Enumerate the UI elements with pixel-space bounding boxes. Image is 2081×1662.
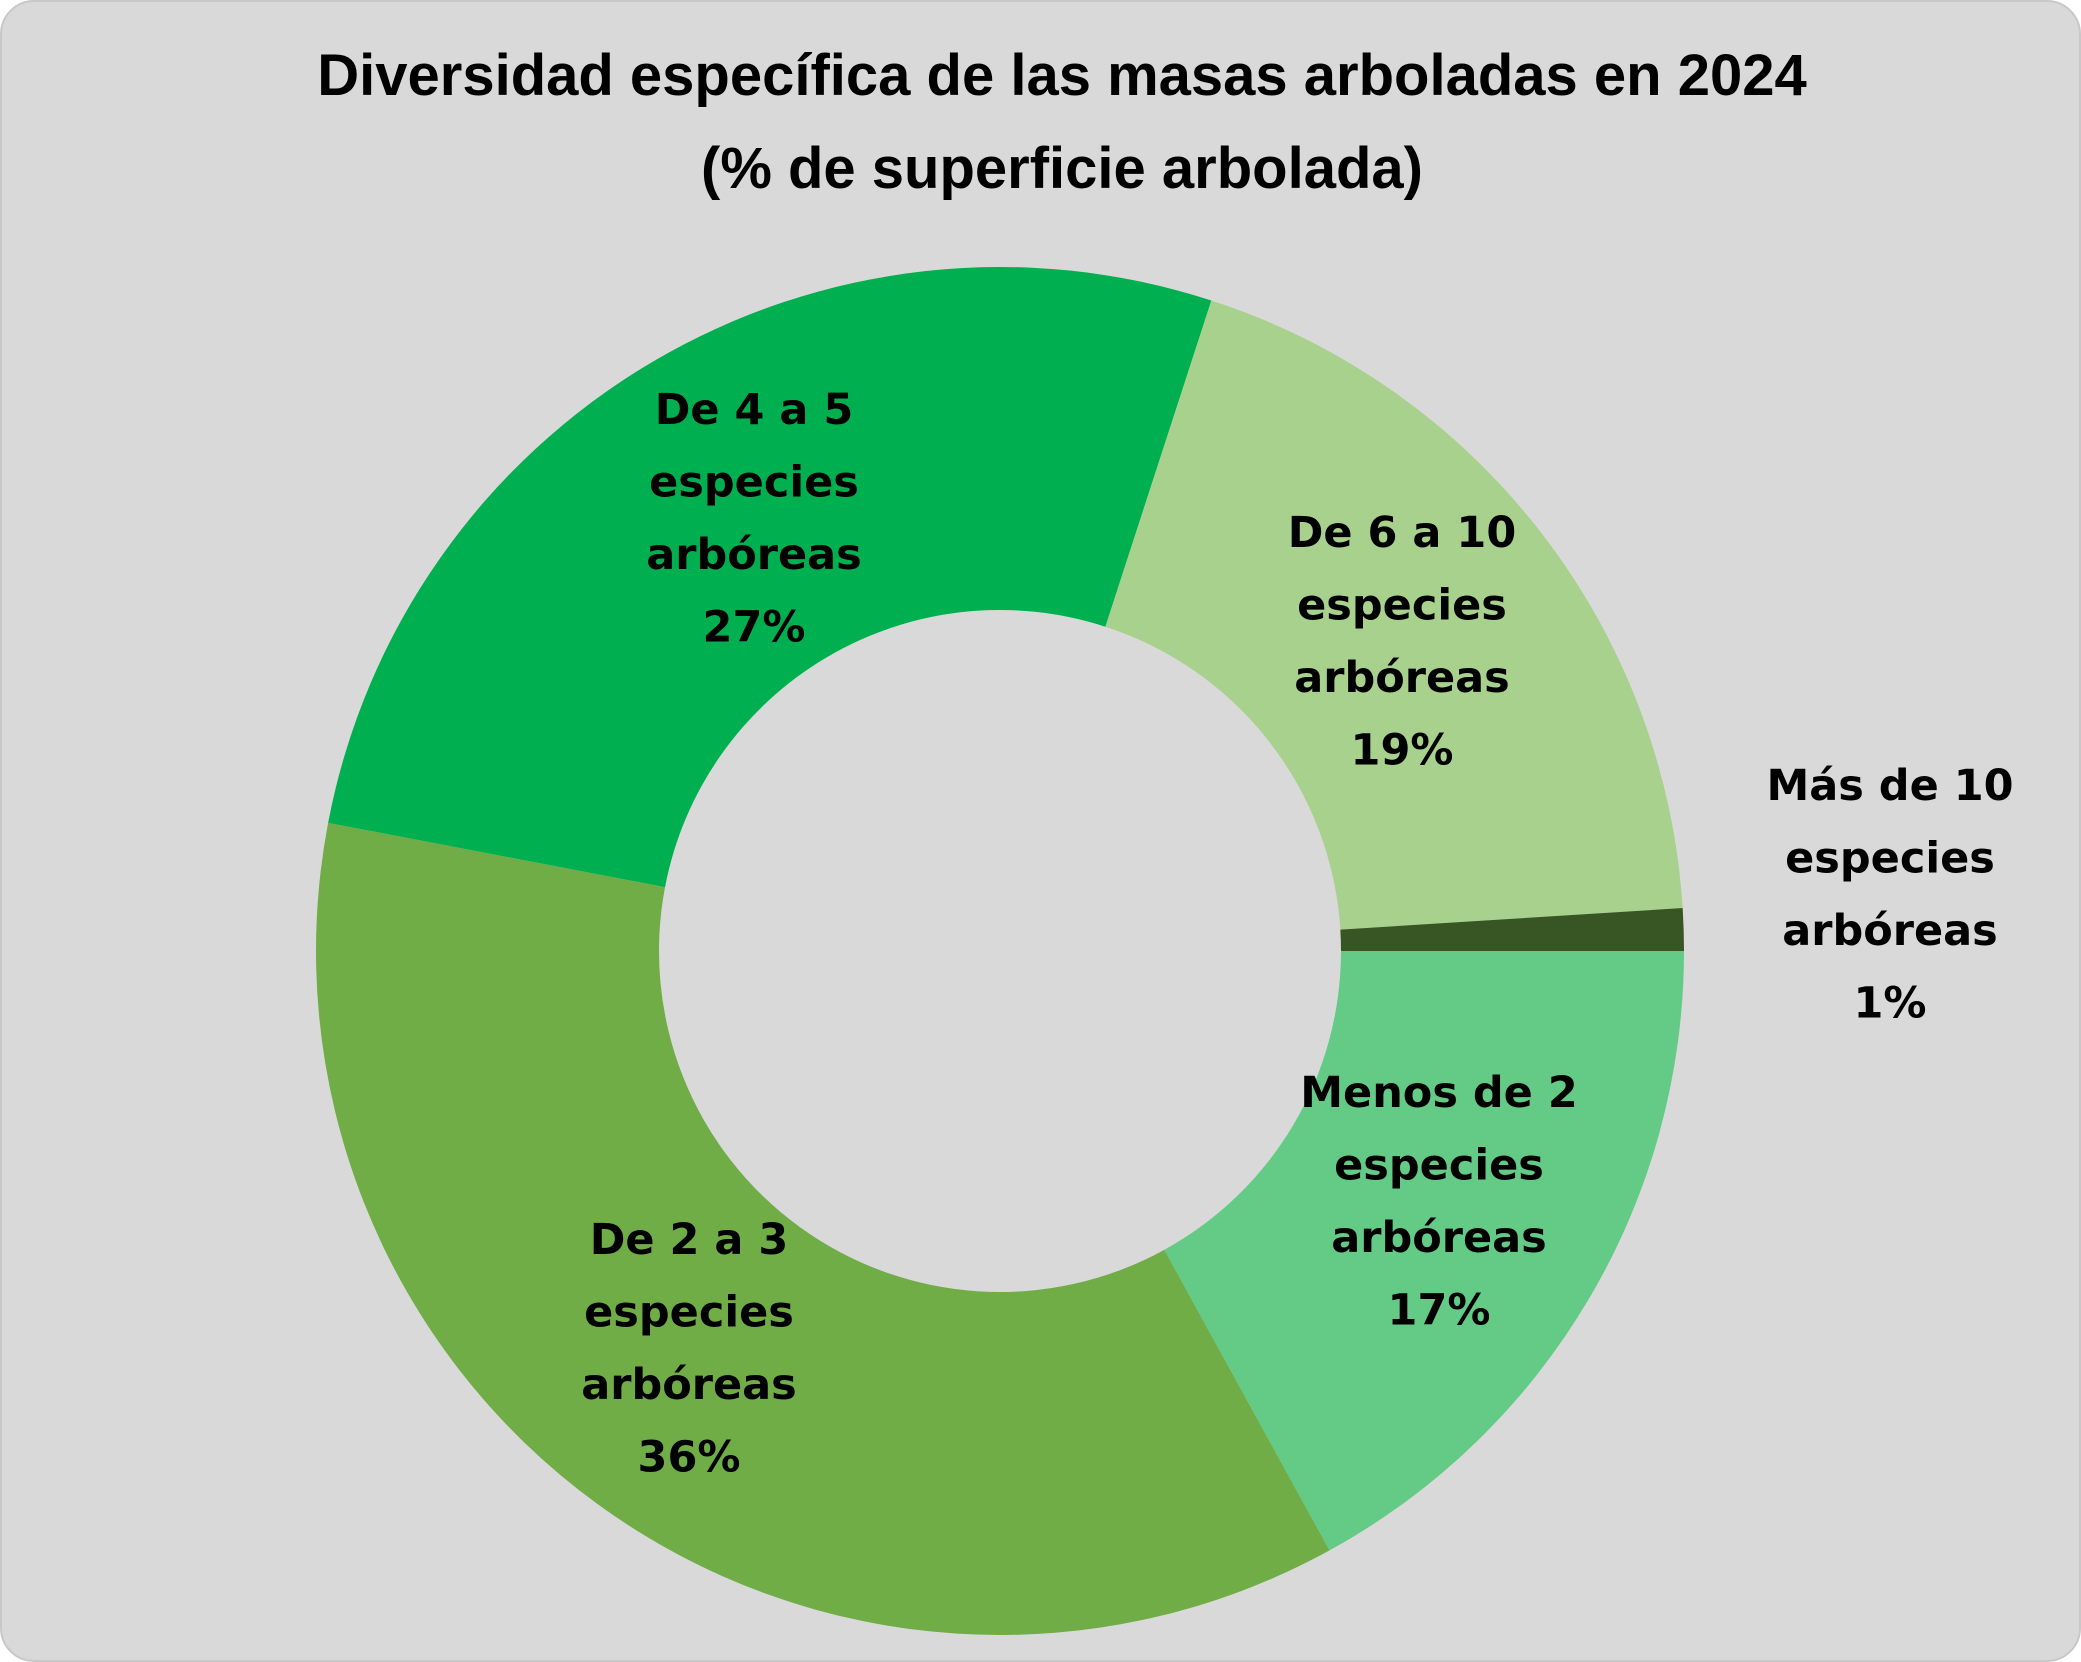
slice-label: especies (649, 458, 859, 508)
donut-slice (1105, 300, 1683, 930)
slice-value-label: 1% (1853, 979, 1926, 1029)
slice-label: especies (584, 1288, 794, 1338)
slice-value-label: 17% (1388, 1286, 1491, 1336)
chart-title: Diversidad específica de las masas arbol… (317, 43, 1807, 108)
slice-label: De 4 a 5 (655, 385, 854, 435)
slice-label: especies (1297, 581, 1507, 631)
slice-label: arbóreas (1782, 906, 1998, 956)
slice-label: Menos de 2 (1300, 1068, 1578, 1118)
slice-label: De 6 a 10 (1288, 508, 1517, 558)
slice-label: especies (1785, 834, 1995, 884)
donut-slice (1340, 908, 1684, 951)
slice-label: arbóreas (646, 530, 862, 580)
donut-slice (1164, 951, 1684, 1551)
chart-subtitle: (% de superficie arbolada) (701, 136, 1423, 201)
slice-label: arbóreas (1294, 653, 1510, 703)
slice-value-label: 36% (638, 1433, 741, 1483)
donut-slice (328, 266, 1212, 888)
slice-label: arbóreas (1331, 1213, 1547, 1263)
slice-value-label: 19% (1351, 726, 1454, 776)
slice-label: Más de 10 (1766, 761, 2013, 811)
slice-value-label: 27% (703, 603, 806, 653)
slice-label: especies (1334, 1141, 1544, 1191)
slice-label: De 2 a 3 (590, 1215, 789, 1265)
slice-label: arbóreas (581, 1360, 797, 1410)
donut-slice (315, 822, 1330, 1636)
